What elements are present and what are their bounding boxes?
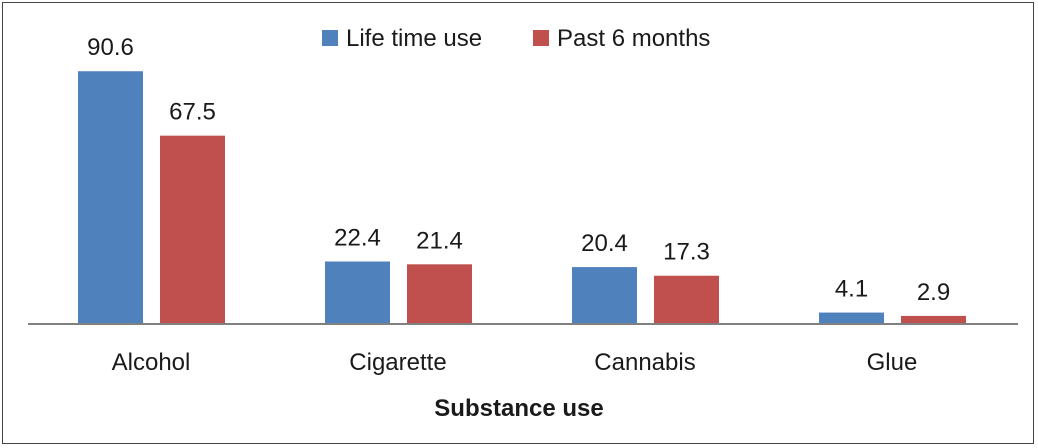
bar-cigarette-series-1 [407, 264, 472, 324]
data-label-cannabis-series-0: 20.4 [581, 230, 628, 257]
legend-swatch-series-0 [322, 30, 338, 46]
data-label-alcohol-series-1: 67.5 [169, 99, 216, 126]
data-label-cannabis-series-1: 17.3 [663, 239, 710, 266]
bar-cigarette-series-0 [325, 261, 390, 324]
data-label-glue-series-0: 4.1 [835, 276, 868, 303]
x-axis-title: Substance use [434, 395, 603, 422]
data-label-cigarette-series-0: 22.4 [334, 225, 381, 252]
legend-label-series-1: Past 6 months [557, 25, 710, 52]
category-label-cannabis: Cannabis [594, 349, 695, 376]
bar-glue-series-1 [901, 315, 966, 324]
bar-cannabis-series-0 [572, 267, 637, 324]
data-label-alcohol-series-0: 90.6 [87, 34, 134, 61]
bar-glue-series-0 [819, 312, 884, 324]
bar-alcohol-series-1 [160, 135, 225, 324]
legend-swatch-series-1 [533, 30, 549, 46]
category-label-cigarette: Cigarette [349, 349, 446, 376]
bar-alcohol-series-0 [78, 71, 143, 324]
bar-cannabis-series-1 [654, 275, 719, 324]
category-label-glue: Glue [867, 349, 918, 376]
data-label-glue-series-1: 2.9 [917, 279, 950, 306]
data-label-cigarette-series-1: 21.4 [416, 227, 463, 254]
legend-label-series-0: Life time use [346, 25, 482, 52]
category-label-alcohol: Alcohol [112, 349, 191, 376]
